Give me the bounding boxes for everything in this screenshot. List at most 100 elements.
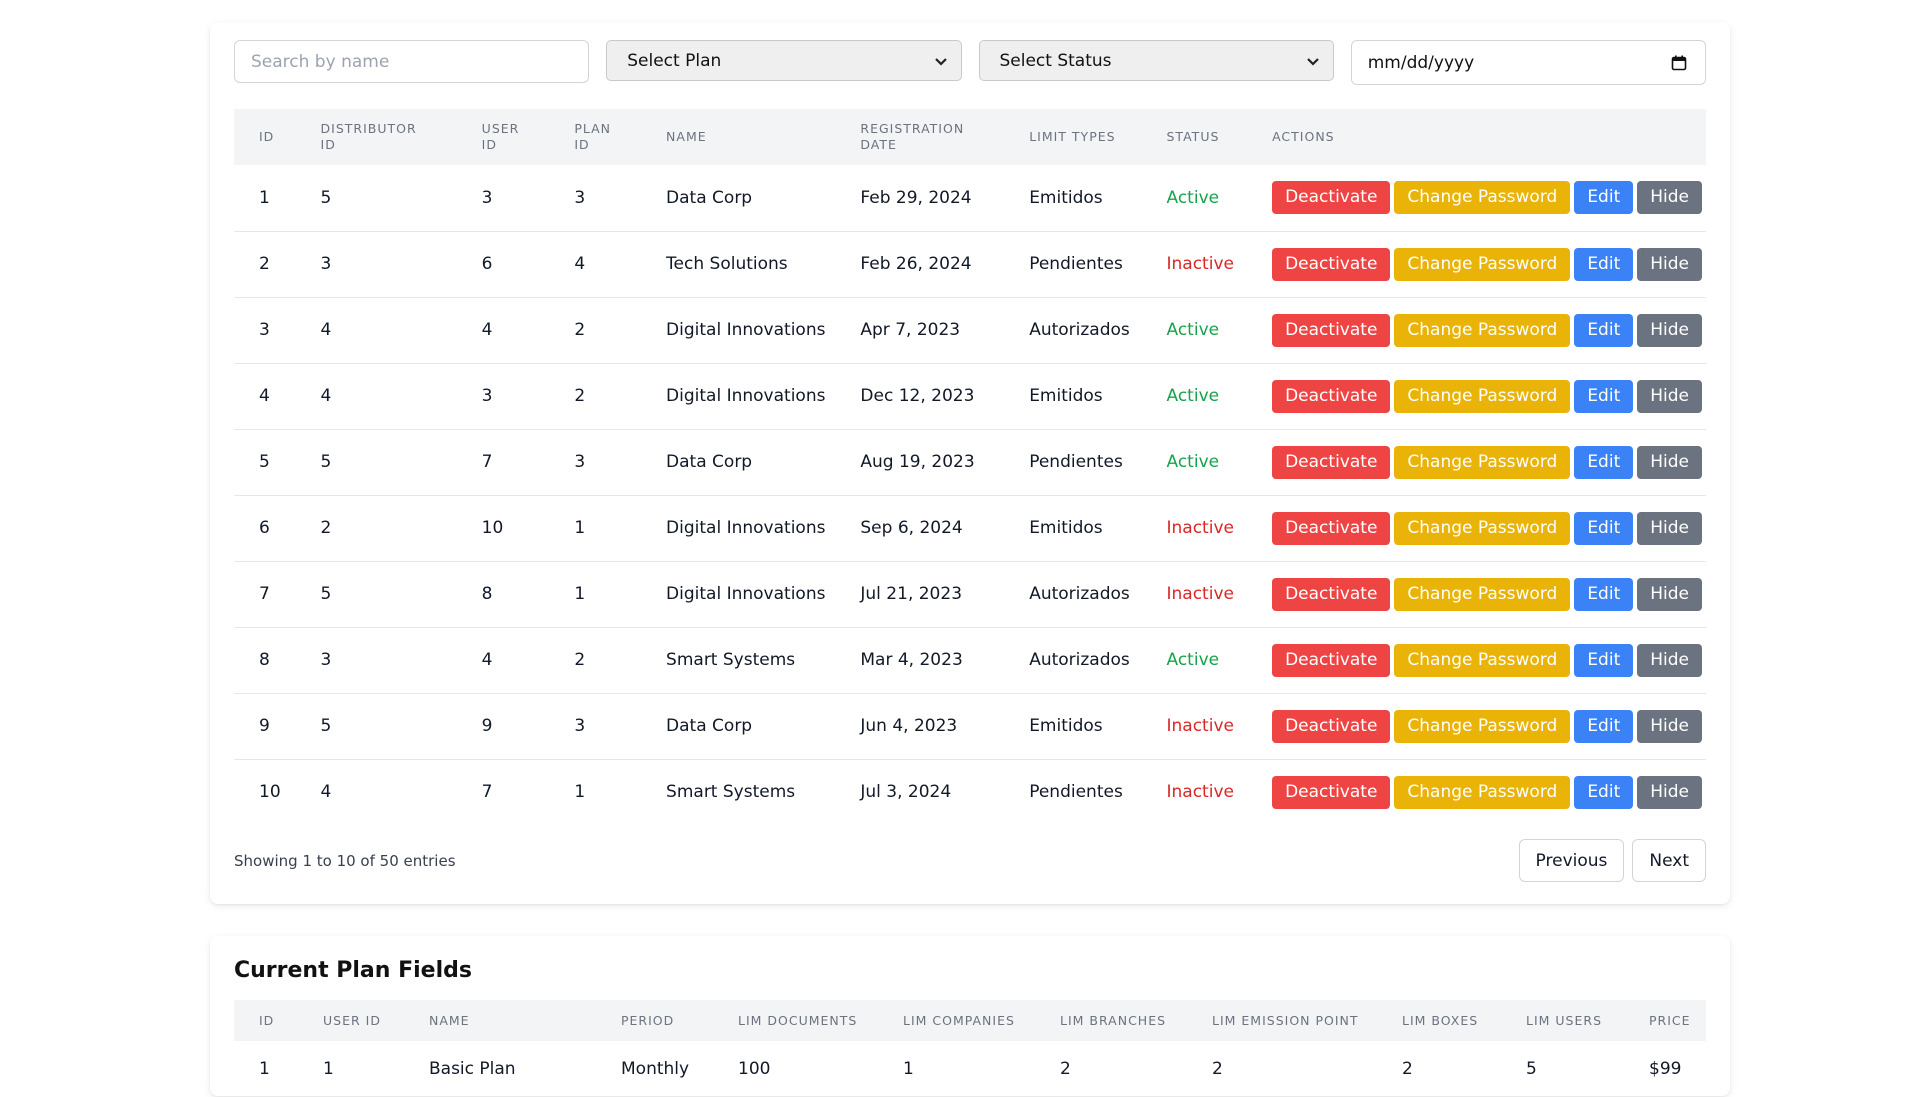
deactivate-button[interactable]: Deactivate xyxy=(1272,643,1391,677)
previous-button[interactable]: Previous xyxy=(1518,839,1625,882)
change-password-button[interactable]: Change Password xyxy=(1394,379,1571,413)
cell-status: Inactive xyxy=(1141,693,1248,760)
change-password-button[interactable]: Change Password xyxy=(1394,775,1571,809)
col-plan-id: PLAN ID xyxy=(574,121,612,152)
hide-button[interactable]: Hide xyxy=(1637,577,1702,611)
table-row: 10 4 7 1 Smart Systems Jul 3, 2024 Pendientes I… xyxy=(234,759,1706,825)
cell-id: 4 xyxy=(234,363,296,430)
table-row: 3 4 4 2 Digital Innovations Apr 7, 2023 Autori… xyxy=(234,297,1706,364)
edit-button[interactable]: Edit xyxy=(1574,511,1634,545)
cell-date: Apr 7, 2023 xyxy=(835,297,1005,364)
edit-button[interactable]: Edit xyxy=(1574,775,1634,809)
plan-col-lim-documents: LIM DOCUMENTS xyxy=(738,1012,858,1028)
cell-limit: Emitidos xyxy=(1004,693,1142,760)
cell-actions: Deactivate Change Password Edit Hide xyxy=(1247,165,1706,232)
cell-limit: Emitidos xyxy=(1004,165,1142,232)
cell-date: Dec 12, 2023 xyxy=(835,363,1005,430)
cell-plan-id: 1 xyxy=(574,782,586,803)
hide-button[interactable]: Hide xyxy=(1637,775,1702,809)
edit-button[interactable]: Edit xyxy=(1574,247,1634,281)
cell-user-id: 4 xyxy=(456,627,550,694)
deactivate-button[interactable]: Deactivate xyxy=(1272,379,1391,413)
cell-distributor-id: 5 xyxy=(295,429,457,496)
table-row: 9 5 9 3 Data Corp Jun 4, 2023 Emitidos Inactive… xyxy=(234,693,1706,760)
cell-actions: Deactivate Change Password Edit Hide xyxy=(1247,429,1706,496)
table-row: 8 3 4 2 Smart Systems Mar 4, 2023 Autorizados A… xyxy=(234,627,1706,694)
search-input[interactable] xyxy=(234,40,590,83)
cell-name: Digital Innovations xyxy=(641,495,836,562)
edit-button[interactable]: Edit xyxy=(1574,577,1634,611)
col-id: ID xyxy=(259,129,275,144)
chevron-down-icon xyxy=(934,57,947,66)
col-name: NAME xyxy=(666,129,707,144)
change-password-button[interactable]: Change Password xyxy=(1394,247,1571,281)
change-password-button[interactable]: Change Password xyxy=(1394,643,1571,677)
change-password-button[interactable]: Change Password xyxy=(1394,181,1571,215)
deactivate-button[interactable]: Deactivate xyxy=(1272,181,1391,215)
cell-name: Tech Solutions xyxy=(641,231,836,298)
change-password-button[interactable]: Change Password xyxy=(1394,709,1571,743)
change-password-button[interactable]: Change Password xyxy=(1394,577,1571,611)
hide-button[interactable]: Hide xyxy=(1637,445,1702,479)
plan-col-lim-companies: LIM COMPANIES xyxy=(903,1012,1015,1028)
table-row: 6 2 10 1 Digital Innovations Sep 6, 2024 Emiti… xyxy=(234,495,1706,562)
hide-button[interactable]: Hide xyxy=(1637,709,1702,743)
edit-button[interactable]: Edit xyxy=(1574,313,1634,347)
cell-date: Jul 3, 2024 xyxy=(860,782,952,803)
table-footer: Showing 1 to 10 of 50 entries Previous N… xyxy=(234,839,1706,882)
hide-button[interactable]: Hide xyxy=(1637,643,1702,677)
cell-distributor-id: 4 xyxy=(295,297,457,364)
filter-bar: Select Plan Select Status mm/dd/yyyy xyxy=(234,40,1706,85)
cell-name: Digital Innovations xyxy=(641,297,836,364)
edit-button[interactable]: Edit xyxy=(1574,709,1634,743)
cell-actions: Deactivate Change Password Edit Hide xyxy=(1247,561,1706,628)
cell-date: Feb 29, 2024 xyxy=(835,165,1005,232)
edit-button[interactable]: Edit xyxy=(1574,445,1634,479)
table-row: 4 4 3 2 Digital Innovations Dec 12, 2023 Emiti… xyxy=(234,363,1706,430)
deactivate-button[interactable]: Deactivate xyxy=(1272,511,1391,545)
cell-distributor-id: 5 xyxy=(295,561,457,628)
hide-button[interactable]: Hide xyxy=(1637,313,1702,347)
edit-button[interactable]: Edit xyxy=(1574,379,1634,413)
cell-plan-id: 1 xyxy=(549,495,642,562)
cell-id: 6 xyxy=(234,495,296,562)
deactivate-button[interactable]: Deactivate xyxy=(1272,247,1391,281)
cell-limit: Autorizados xyxy=(1004,627,1142,694)
cell-id: 5 xyxy=(234,429,296,496)
plan-cell: 100 xyxy=(738,1059,771,1079)
cell-limit: Pendientes xyxy=(1004,231,1142,298)
edit-button[interactable]: Edit xyxy=(1574,181,1634,215)
date-input[interactable]: mm/dd/yyyy xyxy=(1350,40,1706,85)
col-actions: ACTIONS xyxy=(1272,129,1335,144)
plan-col-lim-branches: LIM BRANCHES xyxy=(1060,1012,1167,1028)
cell-name: Smart Systems xyxy=(641,627,836,694)
hide-button[interactable]: Hide xyxy=(1637,511,1702,545)
deactivate-button[interactable]: Deactivate xyxy=(1272,313,1391,347)
cell-id: 9 xyxy=(234,693,296,760)
hide-button[interactable]: Hide xyxy=(1637,379,1702,413)
plan-select[interactable]: Select Plan xyxy=(606,40,962,81)
next-button[interactable]: Next xyxy=(1632,839,1706,882)
table-row: 5 5 7 3 Data Corp Aug 19, 2023 Pendientes Activ… xyxy=(234,429,1706,496)
status-select-value: Select Status xyxy=(999,50,1112,71)
change-password-button[interactable]: Change Password xyxy=(1394,445,1571,479)
status-select[interactable]: Select Status xyxy=(978,40,1334,81)
cell-distributor-id: 3 xyxy=(295,231,457,298)
cell-name: Digital Innovations xyxy=(641,363,836,430)
deactivate-button[interactable]: Deactivate xyxy=(1272,775,1391,809)
cell-name: Data Corp xyxy=(641,165,836,232)
cell-date: Sep 6, 2024 xyxy=(835,495,1005,562)
calendar-icon[interactable] xyxy=(1671,55,1687,71)
change-password-button[interactable]: Change Password xyxy=(1394,511,1571,545)
cell-actions: Deactivate Change Password Edit Hide xyxy=(1247,297,1706,364)
hide-button[interactable]: Hide xyxy=(1637,247,1702,281)
deactivate-button[interactable]: Deactivate xyxy=(1272,709,1391,743)
change-password-button[interactable]: Change Password xyxy=(1394,313,1571,347)
hide-button[interactable]: Hide xyxy=(1637,181,1702,215)
deactivate-button[interactable]: Deactivate xyxy=(1272,577,1391,611)
deactivate-button[interactable]: Deactivate xyxy=(1272,445,1391,479)
cell-distributor-id: 5 xyxy=(295,693,457,760)
cell-plan-id: 3 xyxy=(549,693,642,760)
edit-button[interactable]: Edit xyxy=(1574,643,1634,677)
cell-distributor-id: 3 xyxy=(295,627,457,694)
